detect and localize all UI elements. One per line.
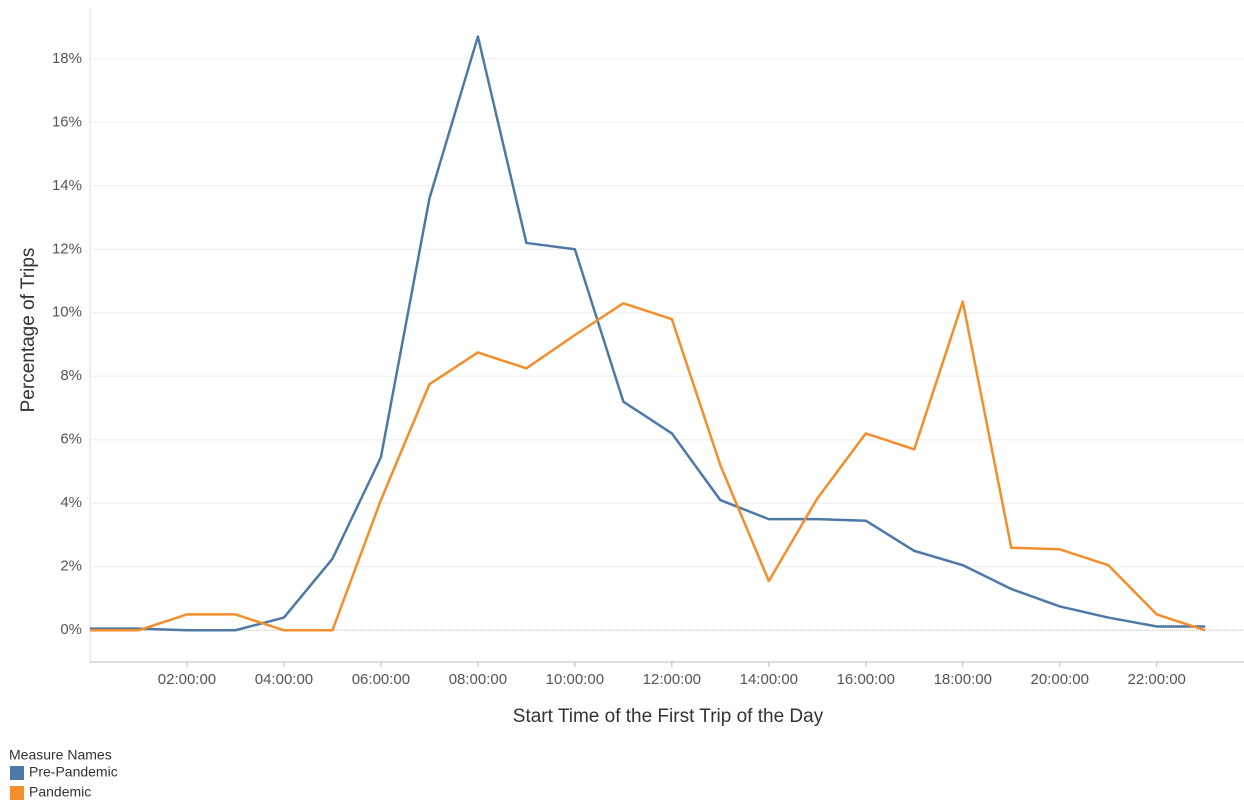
x-tick-label: 18:00:00 bbox=[934, 671, 992, 688]
y-tick-label: 18% bbox=[52, 50, 82, 67]
y-tick-label: 0% bbox=[60, 621, 82, 638]
y-tick-label: 10% bbox=[52, 304, 82, 321]
y-tick-label: 2% bbox=[60, 558, 82, 575]
x-tick-label: 22:00:00 bbox=[1128, 671, 1186, 688]
x-tick-label: 04:00:00 bbox=[255, 671, 313, 688]
y-axis-title: Percentage of Trips bbox=[18, 248, 39, 413]
legend-swatch bbox=[10, 786, 24, 800]
x-tick-label: 16:00:00 bbox=[837, 671, 895, 688]
y-tick-label: 8% bbox=[60, 367, 82, 384]
legend-label: Pandemic bbox=[29, 784, 91, 800]
x-tick-label: 20:00:00 bbox=[1031, 671, 1089, 688]
x-tick-label: 02:00:00 bbox=[158, 671, 216, 688]
line-series bbox=[90, 35, 1206, 632]
legend-swatch bbox=[10, 766, 24, 780]
x-axis-title: Start Time of the First Trip of the Day bbox=[513, 706, 824, 727]
y-tick-label: 6% bbox=[60, 431, 82, 448]
x-tick-label: 12:00:00 bbox=[643, 671, 701, 688]
x-tick-label: 14:00:00 bbox=[740, 671, 798, 688]
y-tick-label: 4% bbox=[60, 494, 82, 511]
y-tick-label: 12% bbox=[52, 240, 82, 257]
y-tick-label: 14% bbox=[52, 177, 82, 194]
legend-label: Pre-Pandemic bbox=[29, 764, 118, 780]
y-tick-label: 16% bbox=[52, 113, 82, 130]
legend-title: Measure Names bbox=[9, 747, 112, 763]
x-tick-label: 08:00:00 bbox=[449, 671, 507, 688]
x-tick-label: 10:00:00 bbox=[546, 671, 604, 688]
x-tick-label: 06:00:00 bbox=[352, 671, 410, 688]
line-series bbox=[90, 300, 1206, 632]
